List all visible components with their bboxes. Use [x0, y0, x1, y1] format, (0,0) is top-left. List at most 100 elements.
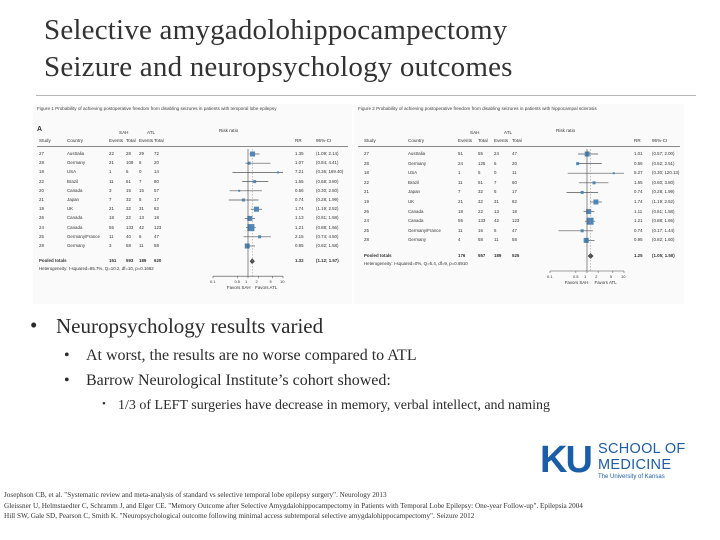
figure-caption: Figure 2 Probability of achieving postop…	[358, 106, 597, 111]
forest-plot-svg	[212, 149, 284, 279]
row-ci: (0.36; 169.40)	[316, 169, 344, 175]
row-rr: 1.11	[634, 208, 643, 214]
favors-atl-label: Favors ATL	[594, 280, 617, 285]
heterogeneity: Heterogeneity: I-squared=0%, Q=6.4, df=9…	[364, 261, 468, 266]
row-study: 19	[364, 199, 369, 204]
point-estimate	[586, 209, 592, 215]
row-rr: 0.56	[295, 187, 304, 193]
row-total-atl: 18	[154, 215, 159, 221]
row-events-sah: 11	[109, 233, 114, 239]
row-events-atl: 15	[139, 187, 144, 193]
row-events-sah: 18	[109, 215, 114, 221]
row-study: 18	[364, 170, 369, 176]
row-events-atl: 0	[139, 169, 142, 175]
row-events-atl: 31	[494, 199, 499, 204]
row-total-sah: 5	[478, 170, 481, 176]
row-total-atl: 80	[154, 178, 159, 184]
row-country: UK	[408, 199, 415, 204]
row-total-sah: 22	[478, 208, 483, 214]
row-ci: (0.74; 4.50)	[316, 233, 339, 239]
title-line-1: Selective amygadolohippocampectomy	[44, 14, 508, 46]
row-events-sah: 22	[109, 151, 114, 156]
row-study: 28	[364, 237, 369, 243]
row-study: 18	[39, 169, 44, 175]
row-events-atl: 6	[139, 233, 142, 239]
row-ci: (0.68; 3.80)	[316, 178, 339, 184]
row-total-atl: 82	[154, 206, 159, 212]
row-total-sah: 61	[126, 178, 131, 184]
row-study: 28	[364, 160, 369, 166]
point-estimate	[244, 243, 250, 249]
row-country: Brazil	[67, 178, 78, 184]
row-events-sah: 11	[458, 179, 463, 185]
row-events-atl: 13	[139, 215, 144, 221]
header-total-atl: Total	[512, 138, 522, 143]
pooled-ci: (1.12; 1.57)	[316, 258, 339, 264]
row-events-sah: 1	[109, 169, 112, 175]
row-events-sah: 11	[109, 178, 114, 184]
row-total-atl: 47	[512, 151, 517, 156]
header-study: Study	[39, 138, 51, 143]
ku-school-of-medicine-logo: KU SCHOOL OF MEDICINE The University of …	[540, 438, 700, 488]
row-events-atl: 11	[139, 243, 144, 248]
row-total-sah: 32	[126, 206, 131, 212]
row-total-sah: 40	[126, 233, 131, 239]
row-events-atl: 5	[494, 160, 497, 166]
row-total-sah: 32	[126, 197, 131, 202]
x-axis-tick-label: 2	[595, 274, 598, 279]
pooled-events-atl: 189	[139, 258, 147, 264]
bullet-marker: •	[64, 372, 70, 389]
pooled-ci: (1.05; 1.50)	[652, 253, 675, 258]
row-total-sah: 28	[126, 151, 131, 156]
bullet-marker: •	[30, 313, 38, 337]
row-study: 22	[364, 179, 369, 185]
header-events-atl: Events	[494, 138, 509, 143]
row-events-atl: 0	[494, 170, 497, 176]
logo-line-school-of: SCHOOL OF	[598, 441, 686, 457]
row-ci: (0.17; 1.44)	[652, 227, 675, 233]
pooled-total-atl: 525	[512, 253, 520, 258]
row-events-sah: 21	[458, 199, 463, 204]
row-total-atl: 14	[154, 169, 159, 175]
row-total-sah: 5	[126, 169, 129, 175]
row-events-atl: 24	[494, 151, 499, 156]
row-rr: 0.95	[634, 237, 643, 243]
row-total-atl: 123	[154, 224, 162, 230]
row-total-atl: 18	[512, 208, 517, 214]
row-rr: 5.27	[634, 170, 643, 176]
row-country: Canada	[408, 208, 424, 214]
logo-line-university: The University of Kansas	[598, 474, 665, 480]
row-country: Germany	[408, 237, 427, 243]
row-total-sah: 58	[478, 237, 483, 243]
reference-1: Josephson CB, et al. "Systematic review …	[4, 491, 387, 499]
row-total-atl: 57	[154, 187, 159, 193]
row-study: 28	[39, 243, 44, 248]
x-axis-tick-label: 10	[280, 279, 285, 285]
row-rr: 1.21	[295, 224, 304, 230]
row-ci: (1.19; 2.52)	[652, 199, 675, 204]
header-country: Country	[67, 138, 84, 143]
row-total-sah: 55	[478, 151, 483, 156]
row-events-atl: 11	[494, 237, 499, 243]
row-rr: 1.07	[295, 160, 304, 166]
row-ci: (0.28; 1.99)	[316, 197, 339, 202]
favors-sah-label: Favors SAH	[564, 280, 589, 285]
favors-atl-label: Favors ATL	[255, 285, 278, 291]
row-events-sah: 7	[109, 197, 112, 202]
point-estimate	[277, 171, 280, 174]
bullet-marker: •	[102, 398, 106, 410]
row-events-sah: 3	[109, 187, 112, 193]
forest-plot-figure-1: Figure 1 Probability of achieving postop…	[33, 104, 352, 304]
row-rr: 1.55	[634, 179, 643, 185]
point-estimate	[583, 237, 589, 243]
row-total-sah: 125	[478, 160, 486, 166]
row-events-atl: 13	[494, 208, 499, 214]
row-study: 28	[39, 160, 44, 166]
row-ci: (0.30; 2.50)	[316, 187, 339, 193]
row-study: 25	[364, 227, 369, 233]
point-estimate	[238, 189, 241, 192]
row-events-atl: 5	[139, 197, 142, 202]
row-events-sah: 11	[458, 227, 463, 233]
x-axis-tick-label: 10	[621, 274, 626, 279]
row-events-atl: 42	[494, 218, 499, 224]
